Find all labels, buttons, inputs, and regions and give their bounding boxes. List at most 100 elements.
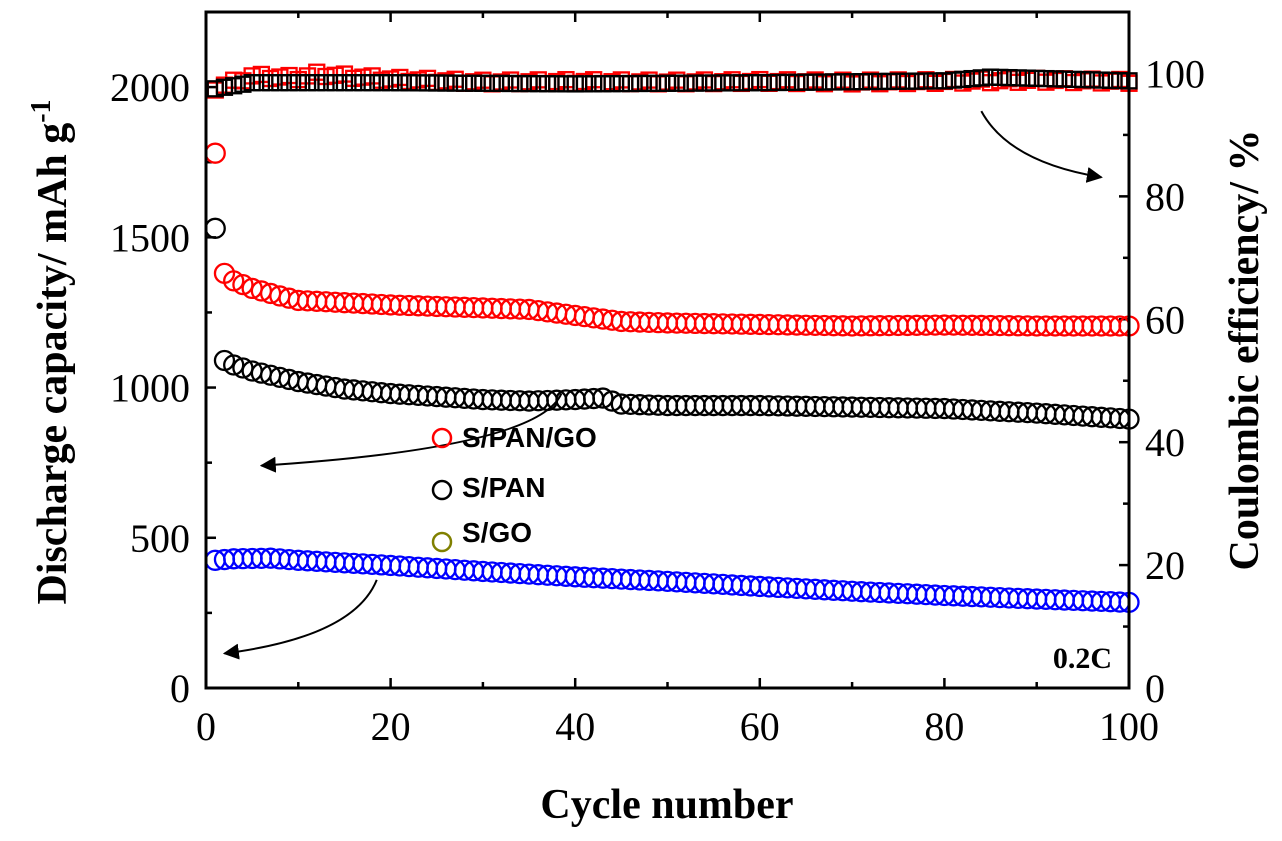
ce-point [1028, 69, 1046, 88]
ce-point [917, 72, 935, 90]
arrow-to-left-axis-top [259, 393, 563, 473]
ce-point [585, 75, 603, 93]
rate-annotation: 0.2C [1053, 642, 1112, 675]
ce-point [437, 74, 455, 92]
ce-point [520, 74, 538, 93]
ce-point [908, 72, 926, 90]
ce-point [935, 72, 954, 90]
x-tick-labels: 0 20 40 60 80 100 [196, 704, 1159, 749]
efficiency-series-layer [206, 63, 1138, 99]
ce-point [677, 74, 695, 92]
ce-point [289, 74, 307, 92]
ce-point [991, 68, 1009, 87]
ce-point [225, 77, 243, 95]
ce-point [834, 73, 852, 91]
ce-point [861, 72, 880, 91]
ce-point [215, 78, 234, 96]
ce-point [723, 74, 741, 92]
legend-label-s-pan-go: S/PAN/GO [462, 422, 597, 453]
ce-point [261, 74, 280, 92]
y-right-tick-label: 20 [1145, 543, 1185, 588]
y-right-axis-title: Coulombic efficiency/ % [1222, 130, 1268, 571]
y-left-tick-label: 1000 [110, 366, 190, 411]
arrow-layer [222, 110, 1103, 660]
ce-point [465, 74, 483, 92]
ce-point [760, 73, 778, 92]
ce-point [824, 73, 843, 91]
y-left-tick-labels: 0 500 1000 1500 2000 [110, 65, 190, 711]
ce-point [363, 74, 381, 92]
ce-point [1009, 69, 1027, 87]
capacity-point [204, 142, 226, 164]
ce-point [1000, 68, 1018, 87]
y-right-tick-label: 0 [1145, 666, 1165, 711]
ce-point [243, 74, 261, 92]
ce-point [972, 69, 990, 87]
ce-point [631, 74, 649, 93]
y-right-tick-label: 60 [1145, 297, 1185, 342]
ce-point [474, 74, 492, 92]
legend-marker-s-go [431, 531, 453, 553]
ce-point [815, 73, 834, 91]
y-left-axis-title: Discharge capacity/ mAh g-1 [26, 99, 76, 604]
capacity-point [223, 354, 245, 376]
series-s-pan [204, 217, 1140, 430]
ce-point [1074, 70, 1092, 89]
ce-point [372, 74, 391, 92]
y-right-tick-label: 40 [1145, 420, 1185, 465]
y-left-axis-title-main: Discharge capacity/ mAh g [30, 123, 76, 605]
ce-point [649, 74, 667, 92]
ce-point [695, 74, 714, 92]
ce-point [714, 74, 732, 92]
ce-point [751, 74, 769, 92]
ce-point [492, 74, 511, 93]
y-left-tick-label: 500 [130, 516, 190, 561]
ce-point [926, 72, 944, 90]
ce-point [1064, 70, 1083, 89]
y-left-tick-label: 2000 [110, 65, 190, 110]
legend-marker-s-pan-go [431, 427, 453, 449]
ce-point [852, 73, 870, 91]
x-tick-label: 60 [740, 704, 780, 749]
ce-point [529, 75, 547, 93]
ce-point [575, 75, 594, 93]
ce-point [511, 74, 529, 93]
ce-point [871, 72, 889, 91]
capacity-point [204, 217, 226, 239]
y-left-tick-label: 0 [170, 666, 190, 711]
x-tick-label: 100 [1099, 704, 1159, 749]
ce-point [428, 74, 446, 92]
ce-point [317, 74, 335, 92]
ce-point [1101, 71, 1120, 89]
ce-point [788, 73, 806, 91]
ce-point [280, 74, 298, 92]
ce-point [557, 75, 575, 93]
capacity-point [592, 387, 614, 409]
ce-point [409, 74, 427, 92]
ce-point [234, 75, 252, 93]
ce-point [1046, 70, 1064, 88]
ce-point [501, 74, 520, 93]
ce-point [963, 69, 981, 88]
y-left-axis-title-superscript: -1 [26, 99, 57, 122]
ce-point [335, 74, 354, 92]
ce-point [354, 74, 372, 92]
ce-point [455, 74, 474, 92]
ce-point [298, 74, 317, 92]
ce-point [1092, 71, 1110, 89]
ce-point [326, 74, 344, 92]
x-axis-title: Cycle number [540, 782, 793, 828]
ce-point [391, 74, 409, 92]
ce-point [381, 74, 400, 92]
y-right-tick-labels: 0 20 40 60 80 100 [1145, 51, 1205, 711]
ce-point [944, 71, 963, 89]
y-right-tick-label: 80 [1145, 174, 1185, 219]
legend-marker-s-pan [431, 479, 453, 501]
x-tick-label: 40 [555, 704, 595, 749]
ce-point [880, 72, 898, 91]
plot-frame [204, 10, 1131, 690]
ce-point [612, 74, 630, 93]
ce-point [843, 73, 861, 91]
ce-point [1111, 71, 1129, 90]
